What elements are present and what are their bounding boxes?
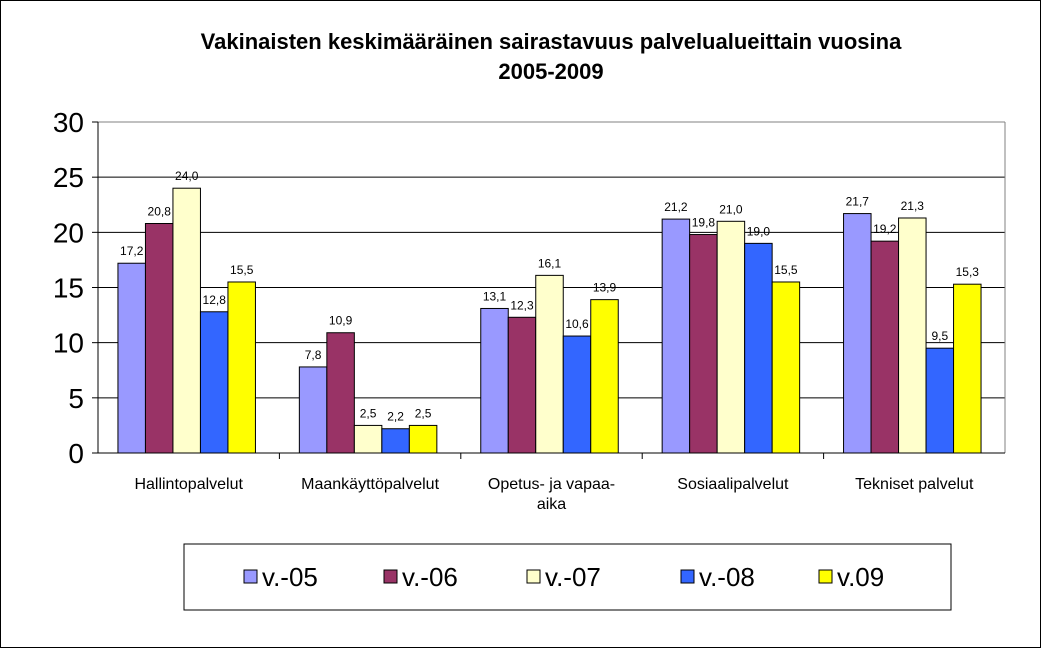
chart-title-line: 2005-2009 <box>498 59 603 84</box>
legend-label: v.-06 <box>402 562 458 592</box>
legend: v.-05 v.-06 v.-07 v.-08 v.09 <box>183 543 952 611</box>
bar <box>771 281 801 454</box>
data-label: 15,5 <box>774 263 798 277</box>
y-tick-label: 10 <box>53 328 84 359</box>
data-label: 12,3 <box>510 298 534 312</box>
data-label: 21,0 <box>719 202 743 216</box>
data-label: 12,8 <box>203 293 227 307</box>
bars <box>117 187 982 454</box>
bar <box>381 428 410 454</box>
data-label: 2,2 <box>387 410 404 424</box>
chart-title: Vakinaisten keskimääräinen sairastavuus … <box>201 29 902 84</box>
y-tick-label: 30 <box>53 107 84 138</box>
bar <box>353 424 383 454</box>
axes: 0 5 10 15 20 25 30 <box>53 107 1006 469</box>
y-tick-label: 20 <box>53 217 84 248</box>
legend-label: v.09 <box>837 562 884 592</box>
y-tick-label: 15 <box>53 273 84 304</box>
x-category-label: Tekniset palvelut <box>855 476 974 493</box>
bar <box>898 217 927 454</box>
bar <box>326 332 355 454</box>
data-label: 2,5 <box>415 406 432 420</box>
legend-swatch <box>243 569 258 584</box>
data-label: 13,1 <box>483 289 507 303</box>
bar <box>480 307 509 454</box>
bar <box>661 218 691 454</box>
legend-label: v.-08 <box>699 562 755 592</box>
data-label: 19,8 <box>692 216 716 230</box>
legend-swatch <box>818 569 833 584</box>
data-label: 19,0 <box>747 224 771 238</box>
data-label: 15,5 <box>230 263 254 277</box>
data-label: 13,9 <box>593 281 617 295</box>
bar <box>870 240 900 454</box>
bar <box>744 242 773 454</box>
data-labels: 17,2 20,8 24,0 12,8 15,5 7,8 10,9 2,5 2,2 2,5 13,1… <box>120 169 979 424</box>
bar <box>562 335 592 454</box>
legend-swatch <box>526 569 541 584</box>
legend-swatch <box>383 569 398 584</box>
legend-swatch <box>680 569 695 584</box>
legend-label: v.-05 <box>262 562 318 592</box>
data-label: 21,2 <box>664 200 688 214</box>
data-label: 20,8 <box>148 205 172 219</box>
bar <box>117 262 146 454</box>
data-label: 2,5 <box>360 406 377 420</box>
bar <box>199 311 229 454</box>
data-label: 10,6 <box>565 317 589 331</box>
bar <box>535 274 564 454</box>
data-label: 21,3 <box>901 199 925 213</box>
x-category-label: Opetus- ja vapaa- <box>488 476 615 493</box>
x-category-label: Maankäyttöpalvelut <box>301 476 439 493</box>
data-label: 16,1 <box>538 256 562 270</box>
chart-title-line: Vakinaisten keskimääräinen sairastavuus … <box>201 29 902 54</box>
bar <box>408 424 438 454</box>
data-label: 17,2 <box>120 244 144 258</box>
bar <box>716 220 746 454</box>
bar <box>689 234 718 454</box>
bar <box>172 187 201 454</box>
x-category-label: aika <box>537 496 566 513</box>
bar <box>590 299 619 454</box>
legend-label: v.-07 <box>545 562 601 592</box>
data-label: 15,3 <box>956 265 980 279</box>
bar <box>227 281 256 454</box>
bar <box>298 366 328 454</box>
bar <box>953 283 982 454</box>
data-label: 21,7 <box>846 195 870 209</box>
y-tick-label: 0 <box>68 438 84 469</box>
data-label: 19,2 <box>873 222 897 236</box>
data-label: 10,9 <box>329 314 353 328</box>
data-label: 9,5 <box>931 329 948 343</box>
x-category-label: Hallintopalvelut <box>134 476 243 493</box>
data-label: 24,0 <box>175 169 199 183</box>
bar <box>925 347 955 454</box>
bar <box>843 213 872 454</box>
x-category-labels: Hallintopalvelut Maankäyttöpalvelut Opetus… <box>134 476 974 513</box>
x-category-label: Sosiaalipalvelut <box>677 476 789 493</box>
y-tick-label: 5 <box>68 383 84 414</box>
bar <box>144 223 174 454</box>
y-tick-label: 25 <box>53 162 84 193</box>
data-label: 7,8 <box>305 348 322 362</box>
bar <box>507 316 537 454</box>
